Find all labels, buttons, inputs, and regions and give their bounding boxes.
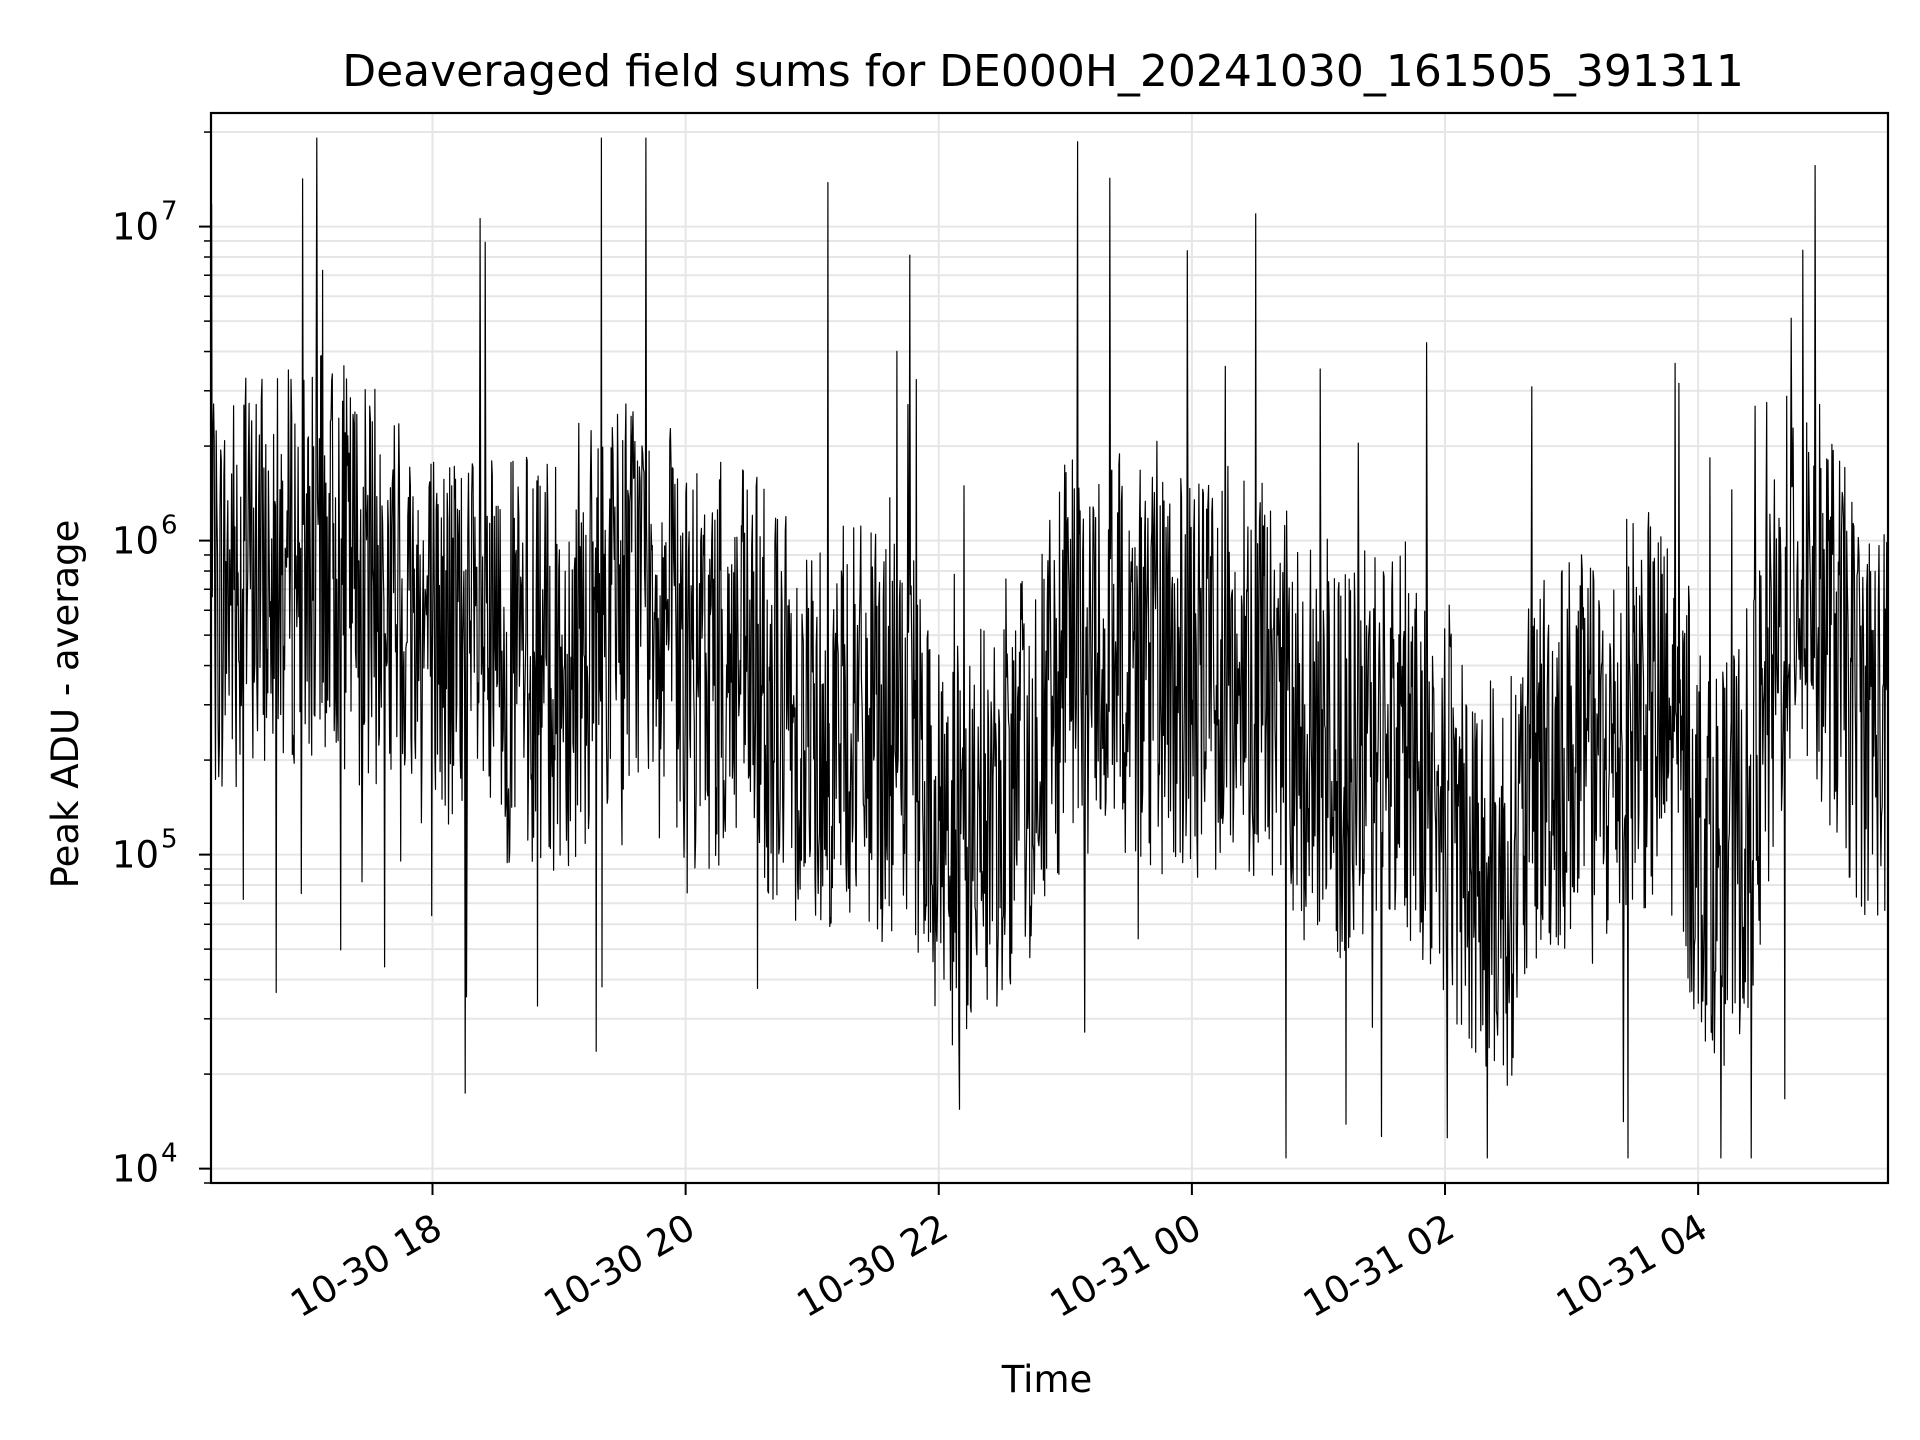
- plot-frame: [209, 111, 1890, 1185]
- x-axis-label: Time: [1001, 1358, 1093, 1401]
- grid-layer: [211, 113, 1888, 1184]
- plot-area: [210, 137, 1889, 1159]
- y-tick-label-exponent: 4: [161, 1139, 178, 1169]
- y-tick-label-exponent: 7: [161, 197, 178, 227]
- y-tick-label: 10: [112, 834, 159, 877]
- chart-title: Deaveraged field sums for DE000H_2024103…: [342, 46, 1744, 97]
- y-tick-label: 10: [112, 1148, 159, 1191]
- y-tick-label-exponent: 6: [161, 511, 178, 541]
- y-tick-label: 10: [112, 520, 159, 563]
- y-axis-label: Peak ADU - average: [44, 520, 87, 889]
- y-tick-label: 10: [112, 206, 159, 249]
- series-line: [210, 137, 1889, 1159]
- y-tick-label-exponent: 5: [161, 825, 178, 855]
